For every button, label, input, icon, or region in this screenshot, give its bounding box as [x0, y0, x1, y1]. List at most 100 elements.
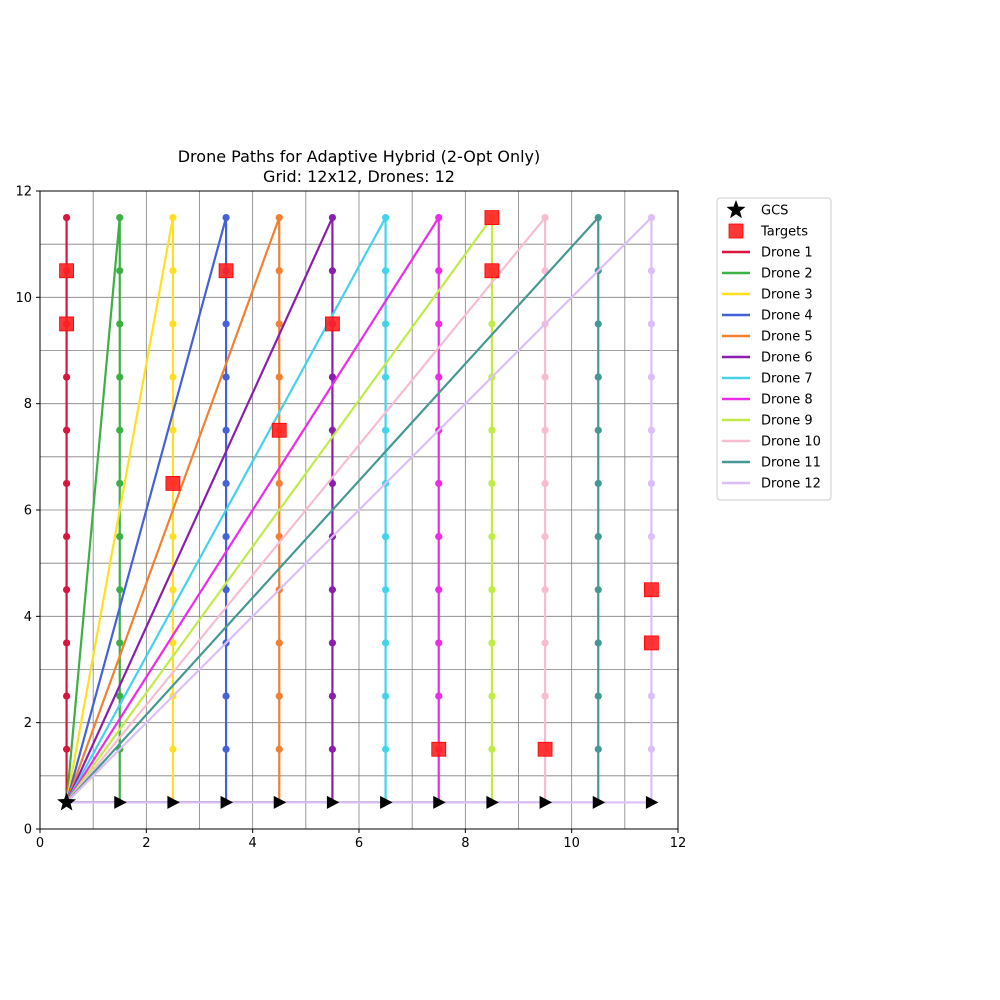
waypoint-marker: [647, 373, 656, 381]
legend-label-drone-10: Drone 10: [761, 435, 821, 450]
waypoint-marker: [541, 479, 549, 488]
start-arrow-marker: [486, 795, 499, 809]
waypoint-marker: [169, 532, 177, 541]
legend-label-drone-7: Drone 7: [761, 372, 813, 387]
waypoint-marker: [541, 426, 549, 434]
waypoint-marker: [328, 373, 337, 381]
series-line: [65, 216, 547, 804]
waypoint-marker: [435, 267, 443, 275]
series-line: [65, 216, 387, 804]
start-arrow-marker: [645, 795, 659, 809]
waypoint-marker: [328, 639, 337, 647]
waypoint-marker: [62, 213, 71, 222]
target-marker: [271, 422, 287, 438]
waypoint-marker: [116, 639, 124, 647]
legend-marker-gcs: [726, 200, 746, 219]
waypoint-marker: [62, 373, 71, 381]
waypoint-marker: [222, 479, 230, 488]
target-marker: [165, 476, 181, 491]
waypoint-marker: [435, 586, 443, 594]
waypoint-marker: [328, 745, 337, 753]
waypoint-marker: [169, 586, 177, 594]
waypoint-marker: [488, 532, 496, 541]
waypoint-marker: [116, 320, 124, 328]
legend-label-drone-11: Drone 11: [761, 456, 821, 471]
waypoint-marker: [222, 213, 230, 222]
series-line: [65, 216, 494, 804]
x-tick-label: 6: [355, 836, 363, 851]
waypoint-marker: [541, 373, 549, 381]
waypoint-marker: [116, 532, 124, 541]
waypoint-marker: [594, 586, 602, 594]
waypoint-marker: [488, 639, 496, 647]
chart-title: Drone Paths for Adaptive Hybrid (2-Opt O…: [178, 147, 541, 166]
legend-marker-targets: [728, 223, 744, 239]
waypoint-marker: [116, 267, 124, 275]
series-layer: [62, 213, 656, 804]
y-tick-label: 4: [24, 610, 32, 625]
waypoint-marker: [328, 267, 337, 275]
waypoint-marker: [275, 267, 283, 275]
waypoint-marker: [488, 692, 496, 700]
legend-label-drone-6: Drone 6: [761, 351, 813, 366]
start-arrow-marker: [539, 795, 553, 809]
waypoint-marker: [116, 373, 124, 381]
waypoint-marker: [116, 692, 124, 700]
waypoint-marker: [222, 426, 230, 434]
waypoint-marker: [116, 426, 124, 434]
gcs-marker: [57, 792, 77, 811]
waypoint-marker: [647, 532, 656, 541]
waypoint-marker: [594, 745, 602, 753]
y-tick-label: 10: [15, 291, 32, 306]
waypoint-marker: [488, 320, 496, 328]
x-tick-label: 4: [249, 836, 257, 851]
waypoint-marker: [594, 373, 602, 381]
legend-label-drone-1: Drone 1: [761, 246, 813, 261]
waypoint-marker: [381, 639, 390, 647]
waypoint-marker: [647, 479, 656, 488]
waypoint-marker: [647, 320, 656, 328]
waypoint-marker: [594, 320, 602, 328]
waypoint-marker: [435, 479, 443, 488]
waypoint-marker: [381, 213, 390, 222]
x-tick-label: 10: [563, 836, 580, 851]
waypoint-marker: [435, 373, 443, 381]
waypoint-marker: [116, 586, 124, 594]
waypoint-marker: [594, 479, 602, 488]
waypoint-marker: [222, 692, 230, 700]
waypoint-marker: [488, 426, 496, 434]
waypoint-marker: [62, 586, 71, 594]
waypoint-marker: [275, 745, 283, 753]
waypoint-marker: [275, 532, 283, 541]
waypoint-marker: [594, 532, 602, 541]
target-marker: [218, 263, 234, 279]
waypoint-marker: [488, 745, 496, 753]
target-marker: [484, 263, 500, 279]
waypoint-marker: [435, 532, 443, 541]
waypoint-marker: [647, 692, 656, 700]
legend-label-drone-5: Drone 5: [761, 330, 813, 345]
waypoint-marker: [594, 692, 602, 700]
series-line: [65, 216, 653, 804]
marker-layer: [57, 210, 659, 811]
start-arrow-marker: [114, 795, 127, 809]
waypoint-marker: [328, 692, 337, 700]
waypoint-marker: [62, 532, 71, 541]
waypoint-marker: [435, 692, 443, 700]
waypoint-marker: [647, 745, 656, 753]
waypoint-marker: [541, 639, 549, 647]
target-marker: [644, 582, 659, 598]
legend-label-gcs: GCS: [761, 204, 788, 219]
start-arrow-marker: [326, 795, 340, 809]
waypoint-marker: [275, 320, 283, 328]
waypoint-marker: [381, 692, 390, 700]
y-tick-label: 8: [24, 397, 32, 412]
y-tick-label: 6: [24, 504, 32, 519]
waypoint-marker: [541, 532, 549, 541]
waypoint-marker: [541, 692, 549, 700]
waypoint-marker: [381, 426, 390, 434]
waypoint-marker: [594, 213, 602, 222]
start-arrow-marker: [380, 795, 393, 809]
waypoint-marker: [169, 267, 177, 275]
start-arrow-marker: [433, 795, 446, 809]
